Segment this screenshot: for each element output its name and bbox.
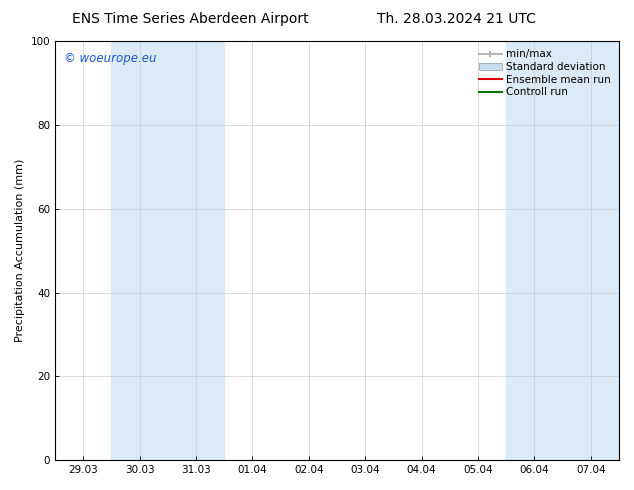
Text: Th. 28.03.2024 21 UTC: Th. 28.03.2024 21 UTC xyxy=(377,12,536,26)
Text: ENS Time Series Aberdeen Airport: ENS Time Series Aberdeen Airport xyxy=(72,12,309,26)
Legend: min/max, Standard deviation, Ensemble mean run, Controll run: min/max, Standard deviation, Ensemble me… xyxy=(476,46,614,100)
Text: © woeurope.eu: © woeurope.eu xyxy=(63,51,156,65)
Y-axis label: Precipitation Accumulation (mm): Precipitation Accumulation (mm) xyxy=(15,159,25,343)
Bar xyxy=(506,41,562,460)
Bar xyxy=(168,41,224,460)
Bar xyxy=(562,41,619,460)
Bar xyxy=(112,41,168,460)
